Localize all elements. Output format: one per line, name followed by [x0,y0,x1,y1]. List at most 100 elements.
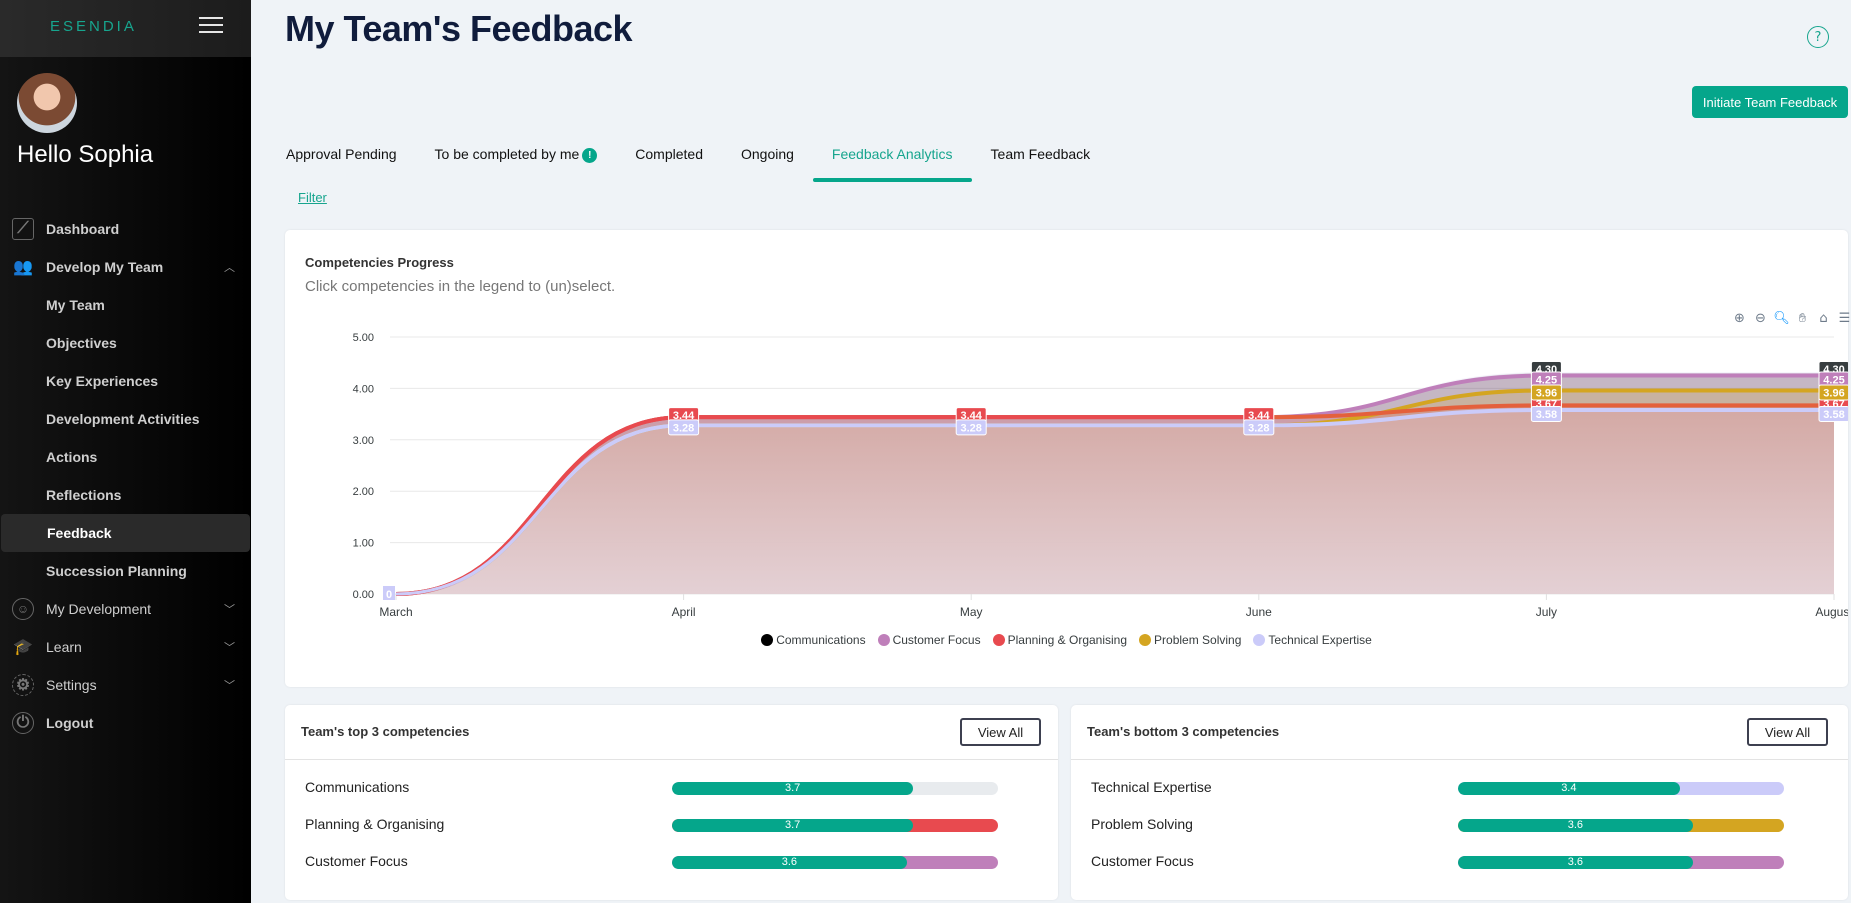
legend-item[interactable]: Technical Expertise [1253,633,1372,647]
data-label-text: 3.44 [673,410,695,422]
page-title: My Team's Feedback [285,8,633,49]
power-icon: ⏻ [12,712,34,734]
tab-approval-pending[interactable]: Approval Pending [267,136,416,182]
data-label-text: 3.28 [1248,422,1269,434]
competency-bar: 3.7 [672,782,998,795]
x-tick-label: March [379,605,412,619]
team-icon: 👥 [13,259,33,276]
hamburger-menu-icon[interactable] [199,17,223,33]
legend-marker [992,634,1005,646]
sidebar-item-key-experiences[interactable]: Key Experiences [0,362,251,400]
sidebar-item-develop-my-team[interactable]: 👥 Develop My Team ︿ [0,248,251,286]
tab-completed[interactable]: Completed [616,136,722,182]
y-tick-label: 2.00 [353,486,374,498]
sidebar-item-label: My Team [46,297,105,313]
competency-bar: 3.6 [1458,856,1784,869]
sidebar-item-label: Succession Planning [46,563,187,579]
sidebar-item-dashboard[interactable]: ⟋ Dashboard [0,210,251,248]
initiate-team-feedback-button[interactable]: Initiate Team Feedback [1692,86,1848,118]
y-tick-label: 4.00 [353,383,374,395]
sidebar-item-feedback[interactable]: Feedback [1,514,250,552]
view-all-button[interactable]: View All [960,718,1041,746]
filter-link[interactable]: Filter [298,190,327,205]
logo: ESENDIA [50,18,137,35]
sidebar-item-label: Objectives [46,335,117,351]
data-label-text: 3.44 [960,410,982,422]
legend-item[interactable]: Problem Solving [1139,633,1241,647]
tab-ongoing[interactable]: Ongoing [722,136,813,182]
chart-line-icon: ⟋ [12,218,34,240]
legend-marker [877,634,890,646]
sidebar-header: ESENDIA [0,0,251,57]
data-label: 3.58 [1818,405,1848,422]
legend-item[interactable]: Planning & Organising [992,633,1127,647]
data-label-bg [1530,405,1562,422]
alert-badge-icon: ! [582,148,598,163]
legend-marker [1139,634,1152,646]
sidebar-item-development-activities[interactable]: Development Activities [0,400,251,438]
sidebar-item-my-team[interactable]: My Team [0,286,251,324]
tab-label: Completed [635,146,703,162]
chevron-down-icon: ﹀ [224,604,235,616]
legend-label: Communications [776,633,866,647]
view-all-button[interactable]: View All [1747,718,1828,746]
sidebar-item-label: Actions [46,449,98,465]
sidebar-item-actions[interactable]: Actions [0,438,251,476]
home-icon[interactable]: ⌂ [1819,311,1828,326]
chevron-down-icon: ﹀ [224,680,235,692]
x-tick-label: June [1246,605,1272,619]
competency-bar-fill: 3.7 [672,819,914,832]
pan-icon[interactable]: ✋︎ [1798,311,1807,326]
selection-zoom-icon[interactable]: 🔍︎ [1773,311,1790,326]
competency-bar-fill: 3.4 [1458,782,1680,795]
competency-bar: 3.6 [1458,819,1784,832]
zoom-out-icon[interactable]: ⊖ [1755,311,1766,326]
help-icon[interactable]: ? [1807,26,1829,48]
sidebar-item-label: Dashboard [46,221,120,237]
menu-icon[interactable]: ☰ [1838,311,1851,326]
competency-bar-fill: 3.6 [1458,819,1693,832]
chart-title: Competencies Progress [305,255,454,270]
tab-label: Feedback Analytics [831,146,953,162]
main-content: My Team's Feedback ? Initiate Team Feedb… [251,0,1851,903]
y-tick-label: 3.00 [353,435,374,447]
zoom-in-icon[interactable]: ⊕ [1734,311,1745,326]
legend-label: Customer Focus [892,633,981,647]
data-label-text: 3.58 [1823,409,1844,421]
sidebar-item-objectives[interactable]: Objectives [0,324,251,362]
tab-label: To be completed by me [434,146,580,162]
data-label-bg [1818,384,1848,401]
tab-feedback-analytics[interactable]: Feedback Analytics [812,136,972,182]
sidebar-item-label: Reflections [46,487,122,503]
tab-to-be-completed-by-me[interactable]: To be completed by me! [416,136,617,182]
user-circle-icon: ☺ [12,598,34,620]
sidebar-item-my-development[interactable]: ☺ My Development ﹀ [0,590,251,628]
data-label-bg [955,419,987,436]
sidebar-item-succession-planning[interactable]: Succession Planning [0,552,251,590]
legend-item[interactable]: Communications [761,633,866,647]
chevron-up-icon: ︿ [224,262,235,274]
bottom-competencies-card: Team's bottom 3 competencies View All Te… [1071,705,1848,900]
legend-label: Technical Expertise [1268,633,1372,647]
sidebar-nav: ⟋ Dashboard 👥 Develop My Team ︿ My Team … [0,210,251,742]
sidebar-item-settings[interactable]: ⚙ Settings ﹀ [0,666,251,704]
legend-item[interactable]: Customer Focus [877,633,981,647]
y-tick-label: 1.00 [353,538,374,550]
top-competencies-card: Team's top 3 competencies View All Commu… [285,705,1058,900]
avatar [17,73,77,133]
graduation-cap-icon: 🎓 [13,639,33,656]
data-label-bg [1530,384,1562,401]
competency-row: Technical Expertise 3.4 [1071,777,1848,799]
competency-row: Customer Focus 3.6 [285,851,1058,873]
competencies-progress-card: Competencies Progress Click competencies… [285,230,1851,687]
sidebar-item-label: Settings [46,677,97,693]
tab-team-feedback[interactable]: Team Feedback [972,136,1110,182]
competency-name: Customer Focus [305,853,408,869]
competency-row: Planning & Organising 3.7 [285,814,1058,836]
sidebar-item-learn[interactable]: 🎓 Learn ﹀ [0,628,251,666]
competency-bar: 3.4 [1458,782,1784,795]
sidebar-item-reflections[interactable]: Reflections [0,476,251,514]
data-label-bg [383,586,395,600]
sidebar-item-logout[interactable]: ⏻ Logout [0,704,251,742]
data-label-text: 3.96 [1823,387,1844,399]
